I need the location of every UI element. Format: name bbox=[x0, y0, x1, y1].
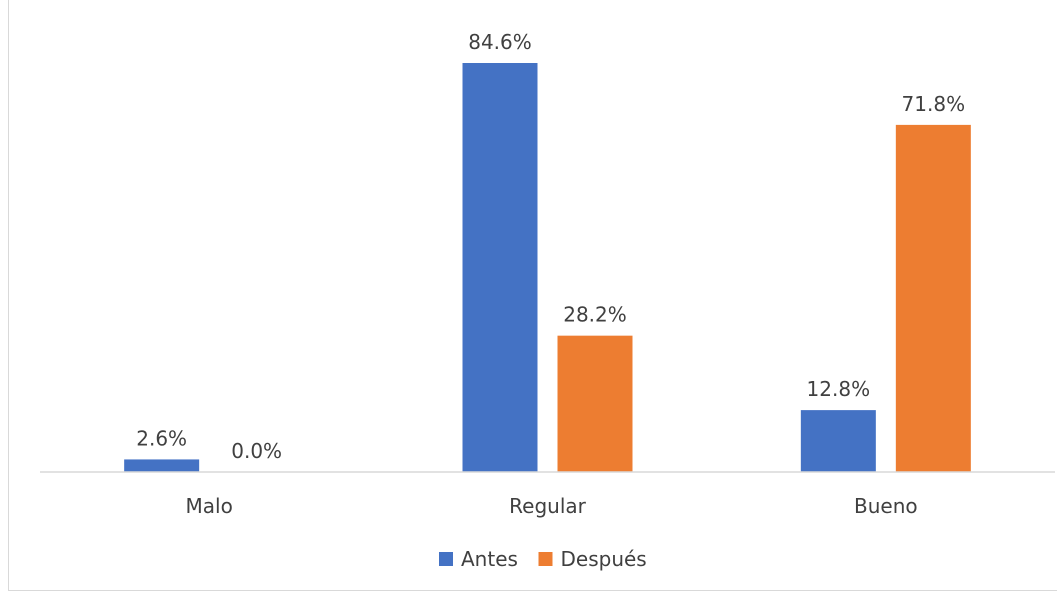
bars-layer bbox=[124, 63, 971, 472]
data-label-después-regular: 28.2% bbox=[563, 303, 627, 327]
legend-label-antes: Antes bbox=[461, 547, 518, 571]
data-label-después-malo: 0.0% bbox=[231, 439, 282, 463]
data-label-antes-regular: 84.6% bbox=[468, 30, 532, 54]
bar-antes-malo bbox=[124, 459, 199, 472]
data-label-después-bueno: 71.8% bbox=[902, 92, 966, 116]
legend-swatch-después bbox=[539, 552, 553, 566]
legend-label-después: Después bbox=[561, 547, 647, 571]
bar-antes-bueno bbox=[801, 410, 876, 472]
data-label-antes-bueno: 12.8% bbox=[807, 377, 871, 401]
data-label-antes-malo: 2.6% bbox=[136, 426, 187, 450]
x-tick-labels-layer: Malo Regular Bueno bbox=[186, 494, 918, 518]
data-labels-layer: 2.6% 0.0% 84.6% 28.2% 12.8% 71.8% bbox=[136, 30, 965, 463]
x-tick-label-regular: Regular bbox=[509, 494, 586, 518]
bar-después-bueno bbox=[896, 125, 971, 472]
legend: Antes Después bbox=[439, 547, 647, 571]
x-tick-label-bueno: Bueno bbox=[854, 494, 918, 518]
x-tick-label-malo: Malo bbox=[186, 494, 233, 518]
bar-antes-regular bbox=[463, 63, 538, 472]
legend-swatch-antes bbox=[439, 552, 453, 566]
bar-después-regular bbox=[558, 336, 633, 472]
